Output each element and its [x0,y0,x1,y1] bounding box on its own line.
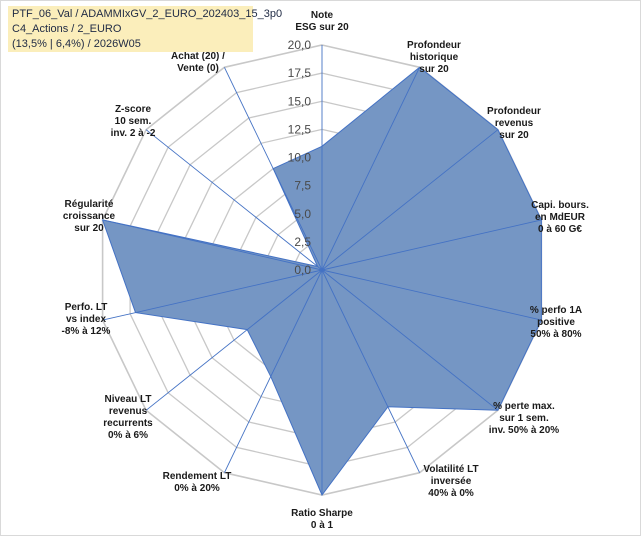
spoke-6 [321,269,421,473]
spoke-8 [223,269,323,473]
axis-label-4: % perfo 1A positive 50% à 80% [530,305,582,340]
axis-label-5: % perte max. sur 1 sem. inv. 50% à 20% [489,401,560,436]
axis-label-8: Rendement LT 0% à 20% [163,471,232,494]
axis-label-6: Volatilité LT inversée 40% à 0% [423,464,478,499]
axis-label-2: Profondeur revenus sur 20 [487,106,541,141]
tick-label: 0,0 [294,263,311,277]
tick-label: 2,5 [294,235,311,249]
portfolio-info-line-3: (13,5% | 6,4%) / 2026W05 [12,38,141,50]
portfolio-info-line-1: PTF_06_Val / ADAMMIxGV_2_EURO_202403_15_… [12,8,283,20]
tick-label: 5,0 [294,207,311,221]
axis-label-1: Profondeur historique sur 20 [407,40,461,75]
spoke-1 [321,67,421,271]
spoke-3 [321,219,542,271]
tick-label: 17,5 [288,66,312,80]
spoke-12 [145,129,323,271]
spoke-9 [145,269,323,411]
spoke-13 [223,67,323,271]
axis-label-11: Régularité croissance sur 20 [63,199,116,234]
spoke-11 [102,219,323,271]
axis-label-10: Perfo. LT vs index -8% à 12% [62,302,111,337]
spoke-2 [321,129,499,271]
tick-label: 10,0 [288,151,312,165]
radar-tick-labels: 0,0 2,5 5,0 7,5 10,0 12,5 15,0 17,5 20,0 [288,38,312,277]
spoke-4 [321,269,542,321]
portfolio-info-line-2: C4_Actions / 2_EURO [12,23,122,35]
axis-label-3: Capi. bours. en MdEUR 0 à 60 G€ [531,200,589,235]
spoke-10 [102,269,323,321]
axis-label-0: Note ESG sur 20 [295,10,349,33]
portfolio-info-box: PTF_06_Val / ADAMMIxGV_2_EURO_202403_15_… [8,6,283,52]
axis-label-7: Ratio Sharpe 0 à 1 [291,508,353,531]
tick-label: 15,0 [288,94,312,108]
axis-label-9: Niveau LT revenus recurrents 0% à 6% [103,394,153,441]
tick-label: 12,5 [288,122,312,136]
tick-label: 7,5 [294,179,311,193]
tick-label: 20,0 [288,38,312,52]
axis-label-12: Z-score 10 sem. inv. 2 à -2 [111,104,156,139]
spoke-5 [321,269,499,411]
radar-spokes [102,45,542,495]
